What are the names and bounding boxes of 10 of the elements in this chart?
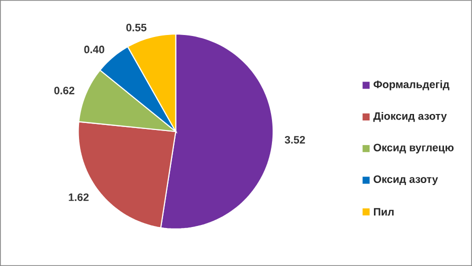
data-label: 0.62 bbox=[54, 86, 74, 94]
data-label: 0.55 bbox=[126, 24, 146, 32]
legend-label: Пил bbox=[374, 208, 394, 216]
data-label: 1.62 bbox=[68, 193, 89, 202]
legend-label: Оксид вуглецю bbox=[374, 144, 454, 154]
data-label: 3.52 bbox=[284, 136, 305, 144]
legend-label: Діоксид азоту bbox=[373, 112, 447, 122]
legend-label: Оксид азоту bbox=[374, 175, 438, 186]
legend-label: Формальдегід bbox=[374, 80, 450, 90]
data-label: 0.40 bbox=[84, 46, 104, 54]
